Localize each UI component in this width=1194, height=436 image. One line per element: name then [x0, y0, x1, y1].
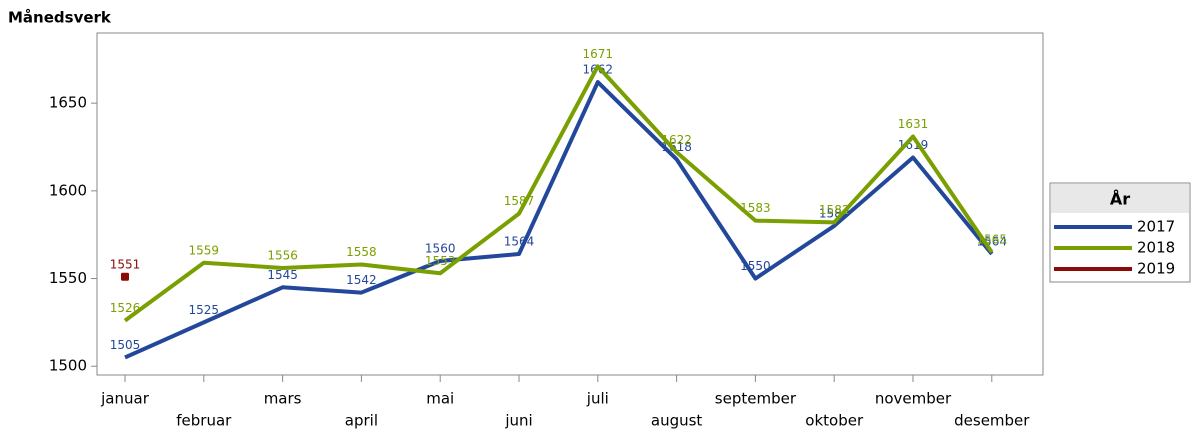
- legend-label: 2017: [1137, 218, 1175, 236]
- chart-title: Månedsverk: [8, 9, 112, 27]
- data-label: 1556: [267, 249, 298, 263]
- x-tick-label: september: [715, 390, 797, 408]
- data-label: 1553: [425, 254, 456, 268]
- data-label: 1582: [819, 203, 850, 217]
- series-line: [123, 64, 994, 323]
- data-label: 1622: [661, 133, 692, 147]
- data-label: 1550: [740, 259, 771, 273]
- legend-label: 2018: [1137, 239, 1175, 257]
- x-tick-label: april: [345, 412, 378, 430]
- x-tick-label: juli: [586, 390, 609, 408]
- x-tick-label: mai: [426, 390, 454, 408]
- data-label: 1560: [425, 242, 456, 256]
- data-label: 1526: [110, 301, 141, 315]
- plot-frame: [96, 32, 1044, 376]
- data-label: 1545: [267, 268, 298, 282]
- data-label: 1564: [504, 234, 535, 248]
- data-label: 1558: [346, 245, 377, 259]
- data-label: 1551: [110, 257, 141, 271]
- series-line: [124, 80, 994, 360]
- x-tick-label: august: [651, 412, 703, 430]
- x-tick-label: oktober: [805, 412, 864, 430]
- x-tick-label: februar: [176, 412, 232, 430]
- data-label: 1542: [346, 273, 377, 287]
- y-tick-label: 1550: [49, 269, 87, 287]
- y-tick-label: 1500: [49, 357, 87, 375]
- x-tick-label: mars: [264, 390, 302, 408]
- legend-title: År: [1110, 190, 1130, 209]
- x-tick-label: januar: [100, 390, 150, 408]
- data-label: 1631: [898, 117, 929, 131]
- x-tick-label: november: [875, 390, 952, 408]
- point-marker: [121, 272, 129, 281]
- legend-label: 2019: [1137, 260, 1175, 278]
- data-label: 1559: [189, 243, 220, 257]
- y-tick-label: 1650: [49, 94, 87, 112]
- data-label: 1505: [110, 338, 141, 352]
- data-label: 1587: [504, 194, 535, 208]
- data-label: 1525: [189, 303, 220, 317]
- data-label: 1583: [740, 201, 771, 215]
- data-label: 1671: [583, 47, 614, 61]
- x-tick-label: desember: [954, 412, 1030, 430]
- x-tick-label: juni: [504, 412, 532, 430]
- data-label: 1565: [977, 233, 1008, 247]
- legend-header: [1051, 184, 1189, 213]
- y-tick-label: 1600: [49, 181, 87, 199]
